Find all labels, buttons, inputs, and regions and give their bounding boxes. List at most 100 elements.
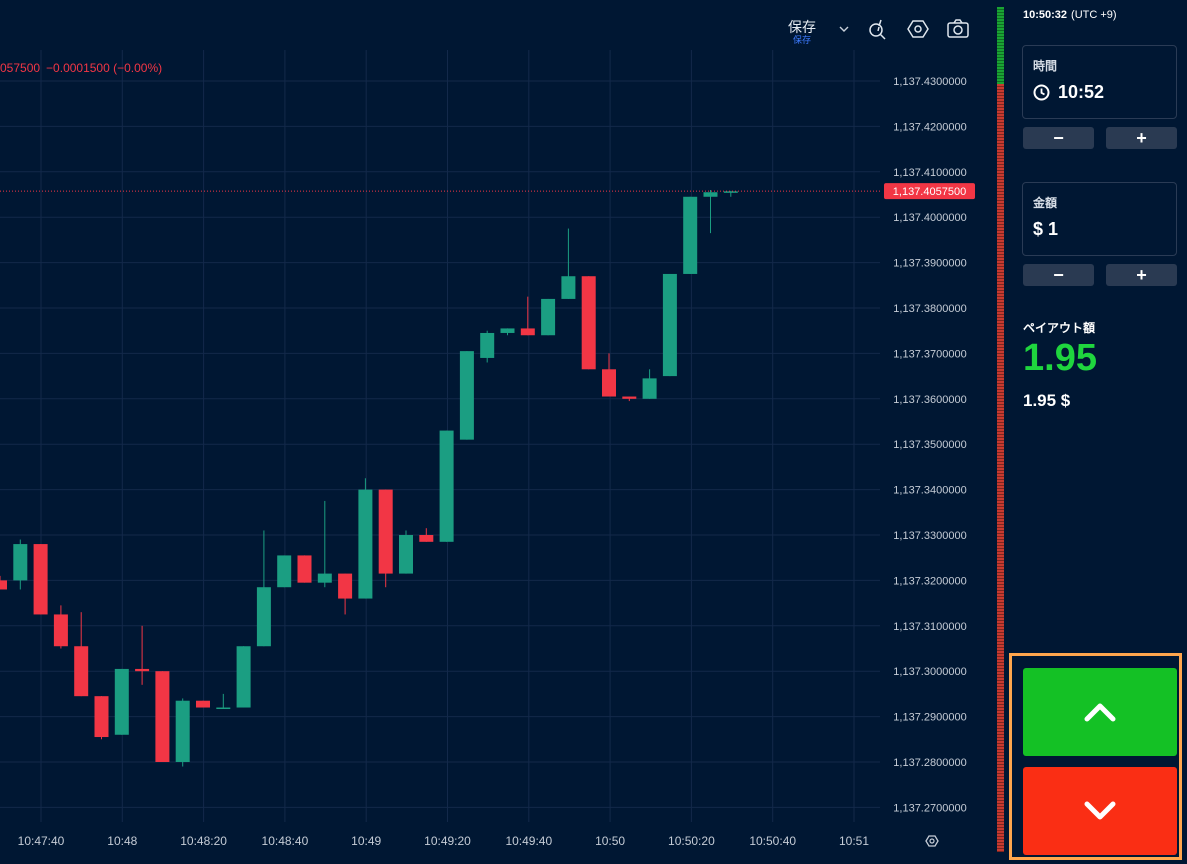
candle-body: [94, 696, 109, 738]
candle-body: [155, 671, 170, 762]
y-tick-label: 1,137.2700000: [893, 802, 966, 814]
candle-body: [175, 700, 190, 762]
candle-body: [602, 369, 616, 397]
x-tick-label: 10:50: [595, 834, 625, 848]
chart-toolbar: 保存 保存: [780, 12, 972, 46]
amount-value[interactable]: $ 1: [1033, 219, 1059, 239]
current-price-badge: [884, 183, 975, 200]
volume-sentiment-strip: [997, 7, 1004, 852]
candle-body: [216, 707, 231, 710]
amount-plus-button[interactable]: +: [1106, 264, 1177, 286]
candle-body: [0, 580, 7, 590]
y-tick-label: 1,137.4100000: [893, 167, 966, 179]
amount-field[interactable]: 金額 $ 1: [1022, 182, 1177, 256]
payout-value: 1.95: [1023, 337, 1097, 379]
x-tick-label: 10:50:40: [749, 834, 796, 848]
amount-minus-button[interactable]: −: [1023, 264, 1094, 286]
y-tick-label: 1,137.3900000: [893, 258, 966, 270]
candle-body: [236, 646, 251, 708]
drawing-tool-icon[interactable]: [864, 15, 892, 43]
save-label: 保存: [788, 19, 816, 35]
candle-body: [419, 535, 434, 542]
candle-body: [642, 378, 657, 399]
trade-buttons-highlight: [1009, 653, 1182, 860]
amount-label: 金額: [1033, 196, 1058, 210]
camera-icon[interactable]: [944, 15, 972, 43]
y-tick-label: 1,137.4200000: [893, 121, 966, 133]
chevron-down-icon: [1083, 800, 1117, 822]
clock-timezone: (UTC +9): [1071, 9, 1117, 21]
candle-body: [622, 396, 637, 399]
x-tick-label: 10:50:20: [668, 834, 715, 848]
time-value: 10:52: [1058, 82, 1105, 102]
chart-area[interactable]: 1,137.4300000 1,137.4200000 1,137.4100000 1…: [0, 0, 992, 864]
save-layout-button[interactable]: 保存 保存: [780, 14, 824, 45]
time-minus-button[interactable]: −: [1023, 127, 1094, 149]
candle-body: [338, 573, 353, 599]
x-tick-label: 10:48:20: [180, 834, 227, 848]
candle-body: [378, 489, 393, 574]
price-partial: 057500: [0, 61, 41, 75]
chevron-up-icon: [1083, 701, 1117, 723]
candle-body: [33, 544, 48, 615]
candle-body: [723, 191, 738, 193]
candle-body: [520, 328, 535, 336]
candle-body: [459, 351, 474, 440]
y-tick-label: 1,137.3200000: [893, 575, 966, 587]
x-tick-label: 10:49:20: [424, 834, 471, 848]
candle-body: [277, 555, 292, 588]
time-plus-button[interactable]: +: [1106, 127, 1177, 149]
put-down-button[interactable]: [1023, 767, 1177, 855]
candle-body: [439, 430, 454, 542]
candle-body: [13, 544, 28, 581]
payout-amount: 1.95 $: [1023, 391, 1071, 410]
time-field[interactable]: 時間 10:52: [1022, 45, 1177, 119]
chevron-down-icon[interactable]: [836, 15, 852, 43]
settings-hexagon-icon[interactable]: [904, 15, 932, 43]
candle-body: [703, 192, 718, 197]
y-tick-label: 1,137.2800000: [893, 757, 966, 769]
candle-body: [480, 332, 495, 358]
candle-body: [196, 700, 210, 708]
candle-body: [561, 276, 576, 299]
candle-body: [135, 668, 150, 672]
y-tick-label: 1,137.3000000: [893, 666, 966, 678]
axis-settings-icon[interactable]: [925, 835, 939, 847]
x-tick-label: 10:51: [839, 834, 869, 848]
candle-body: [256, 587, 271, 647]
save-sublabel: 保存: [793, 35, 812, 45]
candle-body: [541, 298, 556, 336]
candle-body: [317, 573, 332, 583]
x-tick-label: 10:47:40: [18, 834, 65, 848]
candle-body: [662, 273, 677, 377]
y-tick-label: 1,137.2900000: [893, 712, 966, 724]
time-value-row: 10:52: [1033, 82, 1104, 103]
candle-body: [500, 328, 515, 333]
x-tick-label: 10:49:40: [505, 834, 552, 848]
clock-time: 10:50:32: [1023, 9, 1068, 21]
candlestick-chart[interactable]: 1,137.4300000 1,137.4200000 1,137.4100000 1…: [0, 0, 992, 864]
candle-body: [114, 668, 129, 735]
candle-body: [53, 614, 68, 647]
server-clock: 10:50:32 (UTC +9): [1023, 9, 1117, 21]
payout-label: ペイアウト額: [1023, 321, 1096, 335]
x-tick-label: 10:49: [351, 834, 381, 848]
candle-body: [74, 646, 89, 697]
y-tick-label: 1,137.3800000: [893, 303, 966, 315]
call-up-button[interactable]: [1023, 668, 1177, 756]
y-tick-label: 1,137.3700000: [893, 348, 966, 360]
current-price-label: 1,137.4057500: [893, 186, 966, 198]
strip-red: [997, 84, 1004, 852]
x-tick-label: 10:48: [107, 834, 137, 848]
y-tick-label: 1,137.4300000: [893, 76, 966, 88]
y-tick-label: 1,137.3400000: [893, 485, 966, 497]
candle-body: [358, 489, 373, 599]
x-tick-label: 10:48:40: [262, 834, 309, 848]
time-label: 時間: [1033, 59, 1058, 73]
y-tick-label: 1,137.3500000: [893, 439, 966, 451]
candle-body: [399, 535, 413, 574]
candle-body: [297, 555, 312, 583]
candle-body: [581, 276, 596, 370]
clock-icon: [1033, 84, 1050, 101]
y-tick-label: 1,137.3300000: [893, 530, 966, 542]
